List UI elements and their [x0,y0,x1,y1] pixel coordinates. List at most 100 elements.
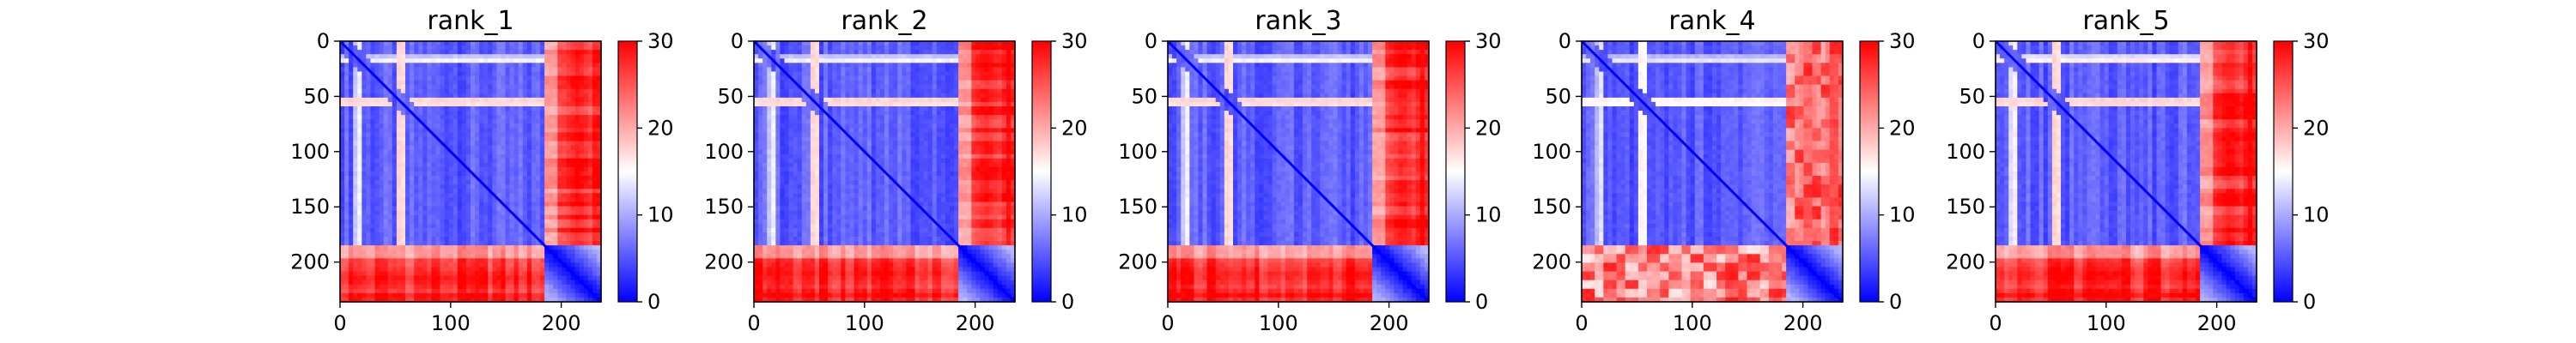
heatmap-cell [479,58,484,63]
heatmap-cell [471,297,476,303]
heatmap-cell [501,237,507,242]
heatmap-cell [866,128,872,133]
heatmap-cell [531,258,537,263]
heatmap-cell [422,241,428,246]
heatmap-cell [440,119,446,124]
heatmap-cell [444,214,450,220]
heatmap-cell [518,297,524,303]
heatmap-cell [471,93,476,99]
heatmap-cell [549,132,554,138]
heatmap-cell [522,111,528,116]
heatmap-cell [431,153,437,159]
heatmap-cell [422,93,428,99]
heatmap-cell [819,75,824,81]
heatmap-cell [797,41,803,46]
heatmap-cell [374,54,380,59]
heatmap-cell [349,254,354,259]
heatmap-cell [579,184,585,190]
heatmap-cell [479,262,484,268]
heatmap-cell [775,58,781,63]
heatmap-cell [967,80,972,86]
heatmap-cell [854,58,860,63]
heatmap-cell [570,210,576,216]
heatmap-cell [574,267,580,273]
heatmap-cell [400,128,406,133]
heatmap-cell [396,41,402,46]
heatmap-cell [483,280,489,286]
heatmap-cell [801,84,807,90]
heatmap-cell [866,101,872,107]
heatmap-cell [400,280,406,286]
heatmap-cell [361,145,367,151]
heatmap-cell [349,232,354,238]
heatmap-cell [805,41,811,46]
heatmap-cell [427,280,432,286]
heatmap-cell [914,115,920,120]
heatmap-cell [940,50,946,55]
heatmap-cell [513,54,519,59]
heatmap-cell [536,63,541,68]
heatmap-cell [522,297,528,303]
heatmap-cell [841,119,846,124]
heatmap-cell [366,297,372,303]
heatmap-cell [492,241,497,246]
heatmap-cell [405,149,410,155]
heatmap-cell [566,132,572,138]
heatmap-cell [457,41,463,46]
heatmap-cell [557,275,562,281]
heatmap-cell [483,245,489,250]
heatmap-cell [754,45,759,51]
heatmap-cell [374,84,380,90]
heatmap-cell [392,176,398,181]
heatmap-cell [540,45,545,51]
heatmap-cell [540,63,545,68]
heatmap-cell [440,101,446,107]
heatmap-cell [366,292,372,298]
heatmap-cell [862,45,868,51]
heatmap-cell [945,71,951,77]
heatmap-cell [418,97,423,103]
heatmap-cell [788,58,794,63]
heatmap-cell [596,158,602,164]
heatmap-cell [453,84,459,90]
heatmap-cell [522,97,528,103]
heatmap-cell [465,237,471,242]
heatmap-cell [483,172,489,177]
heatmap-cell [357,41,362,46]
heatmap-cell [444,267,450,273]
heatmap-cell [549,93,554,99]
heatmap-cell [566,197,572,203]
heatmap-cell [461,292,467,298]
heatmap-cell [457,184,463,190]
heatmap-cell [392,250,398,255]
heatmap-cell [479,271,484,277]
heatmap-cell [544,149,550,155]
heatmap-cell [396,153,402,159]
heatmap-cell [400,202,406,208]
heatmap-cell [505,297,511,303]
heatmap-cell [513,149,519,155]
heatmap-cell [758,93,763,99]
heatmap-cell [444,153,450,159]
heatmap-cell [475,132,480,138]
heatmap-cell [370,50,376,55]
heatmap-cell [479,119,484,124]
heatmap-cell [353,284,358,290]
heatmap-cell [457,189,463,194]
heatmap-cell [383,75,389,81]
heatmap-cell [997,93,1003,99]
heatmap-cell [518,189,524,194]
heatmap-cell [448,106,454,111]
heatmap-cell [849,45,855,51]
heatmap-cell [596,162,602,168]
heatmap-cell [374,145,380,151]
heatmap-cell [453,258,459,263]
heatmap-cell [353,141,358,147]
heatmap-cell [366,84,372,90]
heatmap-cell [427,202,432,208]
heatmap-cell [596,210,602,216]
heatmap-cell [461,97,467,103]
heatmap-cell [492,202,497,208]
heatmap-cell [562,193,568,198]
heatmap-cell [379,153,385,159]
